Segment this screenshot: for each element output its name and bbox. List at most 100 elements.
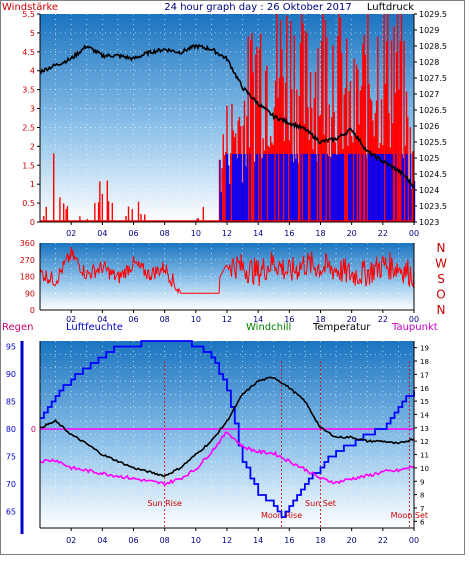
wind-tick-label: 3.5 xyxy=(22,86,35,95)
humidity-tick-label: 70 xyxy=(6,480,16,489)
x-tick-label: 12 xyxy=(222,315,232,324)
wind-tick-label: 1.5 xyxy=(22,161,35,170)
humidity-tick-label: 80 xyxy=(6,425,16,434)
wind-tick-label: 2.5 xyxy=(22,123,35,132)
temperature-label: Temperatur xyxy=(312,322,371,333)
pressure-tick-label: 1028 xyxy=(419,58,439,67)
wind-tick-label: 5 xyxy=(30,29,35,38)
temperature-tick-label: 12 xyxy=(420,438,429,446)
temperature-tick-label: 9 xyxy=(420,478,424,486)
temperature-tick-label: 19 xyxy=(420,345,429,353)
pressure-tick-label: 1024.5 xyxy=(419,170,447,179)
temperature-tick-label: 13 xyxy=(420,425,429,433)
x-tick-label: 08 xyxy=(160,229,170,238)
pressure-tick-label: 1028.5 xyxy=(419,42,447,51)
x-tick-label: 20 xyxy=(347,536,357,545)
pressure-tick-label: 1027 xyxy=(419,90,439,99)
x-tick-label: 16 xyxy=(284,229,294,238)
pressure-series-line xyxy=(39,43,415,189)
x-tick-label: 14 xyxy=(253,315,263,324)
direction-tick-label: 270 xyxy=(20,256,35,265)
x-tick-label: 20 xyxy=(347,315,357,324)
direction-tick-label: 360 xyxy=(20,239,35,248)
temperature-tick-label: 17 xyxy=(420,371,429,379)
event-label: Sun Rise xyxy=(147,499,182,508)
rain-label: Regen xyxy=(2,322,34,333)
x-tick-label: 00 xyxy=(409,229,419,238)
wind-tick-label: 3 xyxy=(30,105,35,114)
chart-title: 24 hour graph day : 26 Oktober 2017 xyxy=(164,2,351,13)
compass-label: N xyxy=(437,303,446,317)
wind-tick-label: 4 xyxy=(30,67,35,76)
event-label: Moon Set xyxy=(391,511,428,520)
temperature-tick-label: 7 xyxy=(420,505,424,513)
x-tick-label: 10 xyxy=(191,229,201,238)
wind-tick-label: 2 xyxy=(30,142,35,151)
temperature-tick-label: 8 xyxy=(420,492,424,500)
windchill-label: Windchill xyxy=(246,322,291,333)
x-tick-label: 06 xyxy=(128,315,138,324)
event-label: Sun Set xyxy=(305,499,336,508)
humidity-tick-label: 85 xyxy=(6,398,16,407)
wind-tick-label: 5.5 xyxy=(22,10,35,19)
panel3-background xyxy=(40,341,414,528)
x-tick-label: 12 xyxy=(222,536,232,545)
x-tick-label: 16 xyxy=(284,315,294,324)
panel-pressure-wind: 0 0.5 1 1.5 2 2.5 3 3.5 4 4.5 5 5.5 1023 1023.5 1024 10… xyxy=(22,10,447,238)
humidity-tick-label: 95 xyxy=(6,343,16,352)
pressure-tick-label: 1024 xyxy=(419,186,439,195)
pressure-tick-label: 1025.5 xyxy=(419,138,447,147)
x-tick-label: 04 xyxy=(97,315,107,324)
top-labels: Windstärke 24 hour graph day : 26 Oktober… xyxy=(0,0,465,555)
outer-frame xyxy=(0,0,465,555)
x-tick-label: 12 xyxy=(222,229,232,238)
wind-tick-label: 0 xyxy=(30,218,35,227)
wind-tick-label: 0.5 xyxy=(22,199,35,208)
direction-tick-label: 90 xyxy=(25,289,35,298)
x-tick-label: 02 xyxy=(66,229,76,238)
humidity-tick-label: 65 xyxy=(6,508,16,517)
x-tick-label: 08 xyxy=(160,315,170,324)
pressure-tick-label: 1023 xyxy=(419,218,439,227)
x-tick-label: 06 xyxy=(128,536,138,545)
direction-tick-label: 180 xyxy=(20,273,35,282)
x-tick-label: 22 xyxy=(378,536,388,545)
wind-direction-series-line xyxy=(39,246,415,295)
wind-tick-label: 1 xyxy=(30,180,35,189)
compass-label: O xyxy=(436,288,445,302)
pressure-tick-label: 1029 xyxy=(419,26,439,35)
temperature-tick-label: 10 xyxy=(420,465,429,473)
temperature-tick-label: 14 xyxy=(420,411,429,419)
x-tick-label: 14 xyxy=(253,536,263,545)
x-tick-label: 00 xyxy=(409,315,419,324)
humidity-label: Luftfeuchte xyxy=(66,322,123,333)
dewpoint-label: Taupunkt xyxy=(391,322,438,333)
temperature-tick-label: 18 xyxy=(420,358,429,366)
x-tick-label: 18 xyxy=(315,315,325,324)
compass-label: S xyxy=(437,272,445,286)
pressure-tick-label: 1029.5 xyxy=(419,10,447,19)
rain-value-label: 0 xyxy=(31,425,36,434)
x-tick-label: 04 xyxy=(97,536,107,545)
humidity-tick-label: 90 xyxy=(6,370,16,379)
pressure-tick-label: 1027.5 xyxy=(419,74,447,83)
x-tick-label: 10 xyxy=(191,315,201,324)
x-tick-label: 06 xyxy=(128,229,138,238)
temperature-tick-label: 11 xyxy=(420,452,429,460)
dewpoint-series-line xyxy=(39,431,415,487)
pressure-tick-label: 1023.5 xyxy=(419,202,447,211)
x-tick-label: 18 xyxy=(315,536,325,545)
temperature-tick-label: 16 xyxy=(420,385,429,393)
direction-tick-label: 0 xyxy=(30,306,35,315)
temperature-series-line xyxy=(39,376,415,478)
x-tick-label: 10 xyxy=(191,536,201,545)
temperature-tick-label: 15 xyxy=(420,398,429,406)
x-tick-label: 22 xyxy=(378,315,388,324)
x-tick-label: 00 xyxy=(409,536,419,545)
x-tick-label: 04 xyxy=(97,229,107,238)
pressure-tick-label: 1025 xyxy=(419,154,439,163)
